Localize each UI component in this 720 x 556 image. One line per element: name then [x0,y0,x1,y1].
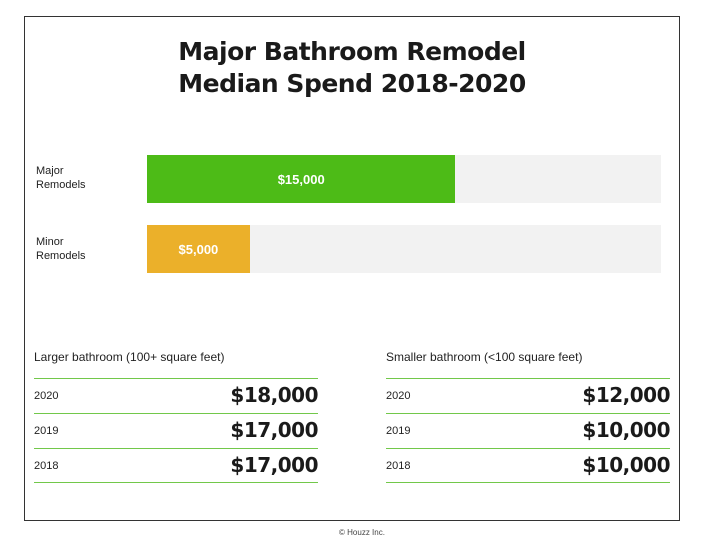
bar-major: $15,000 [147,155,456,203]
table-smaller: 2020 $12,000 2019 $10,000 2018 $10,000 [386,378,670,483]
table-row: 2018 $17,000 [34,448,318,483]
bar-label-minor: Minor Remodels [36,235,86,263]
table-row-year: 2018 [386,460,411,472]
table-row: 2019 $17,000 [34,413,318,448]
bar-label-minor-line2: Remodels [36,250,86,262]
chart-title-line1: Major Bathroom Remodel [178,37,526,66]
bar-label-major-line2: Remodels [36,179,86,191]
bar-label-major-line1: Major [36,165,64,177]
table-row-year: 2020 [386,390,411,402]
table-row-year: 2018 [34,460,59,472]
copyright-footer: © Houzz Inc. [339,528,385,537]
table-row: 2020 $12,000 [386,378,670,413]
table-row: 2020 $18,000 [34,378,318,413]
bar-value-label-minor: $5,000 [178,241,219,257]
bar-value-label-major: $15,000 [277,171,325,187]
table-row-value: $12,000 [582,383,670,407]
table-row: 2018 $10,000 [386,448,670,483]
table-larger: 2020 $18,000 2019 $17,000 2018 $17,000 [34,378,318,483]
table-row-year: 2019 [34,425,59,437]
bar-minor: $5,000 [147,225,250,273]
chart-frame: Major Bathroom Remodel Median Spend 2018… [24,16,680,521]
table-row-year: 2019 [386,425,411,437]
table-row-value: $17,000 [230,453,318,477]
table-row: 2019 $10,000 [386,413,670,448]
table-row-value: $10,000 [582,453,670,477]
table-title-smaller: Smaller bathroom (<100 square feet) [386,350,583,364]
chart-title-line2: Median Spend 2018-2020 [178,69,526,98]
table-row-year: 2020 [34,390,59,402]
bar-label-minor-line1: Minor [36,236,64,248]
table-title-larger: Larger bathroom (100+ square feet) [34,350,225,364]
bar-track-major: $15,000 [147,155,661,203]
bar-track-minor: $5,000 [147,225,661,273]
bar-label-major: Major Remodels [36,164,86,192]
table-row-value: $17,000 [230,418,318,442]
table-row-value: $18,000 [230,383,318,407]
table-row-value: $10,000 [582,418,670,442]
